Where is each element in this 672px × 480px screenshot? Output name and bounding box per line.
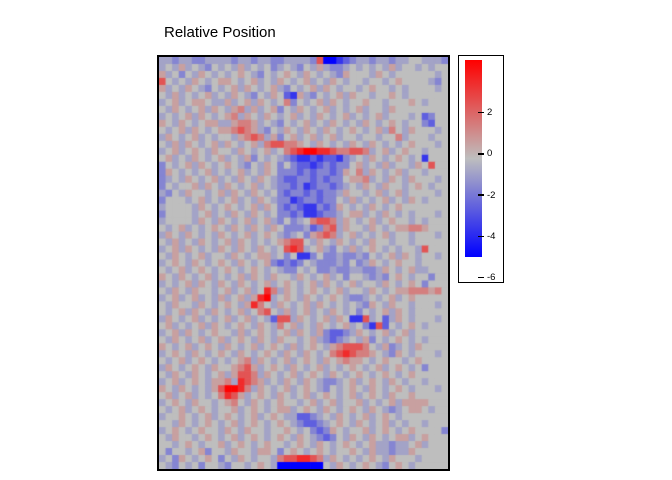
colorbar-tick-label: -6 [487,272,496,284]
heatmap-canvas [159,57,448,469]
plot-title: Relative Position [164,24,276,41]
colorbar-legend: 2 0 -2 -4 -6 [458,55,504,283]
colorbar-tick [478,194,484,196]
colorbar-gradient [465,60,482,257]
colorbar-tick [478,235,484,238]
colorbar-ticks: 2 0 -2 -4 -6 [459,56,503,284]
heatmap-panel [157,55,450,471]
colorbar-tick-label: 0 [487,148,493,160]
colorbar-tick [478,276,484,279]
colorbar-tick-label: -2 [487,189,496,201]
colorbar-tick-label: -4 [487,230,496,242]
colorbar-tick [478,112,484,114]
colorbar-tick [478,153,484,155]
colorbar-tick-label: 2 [487,107,493,119]
